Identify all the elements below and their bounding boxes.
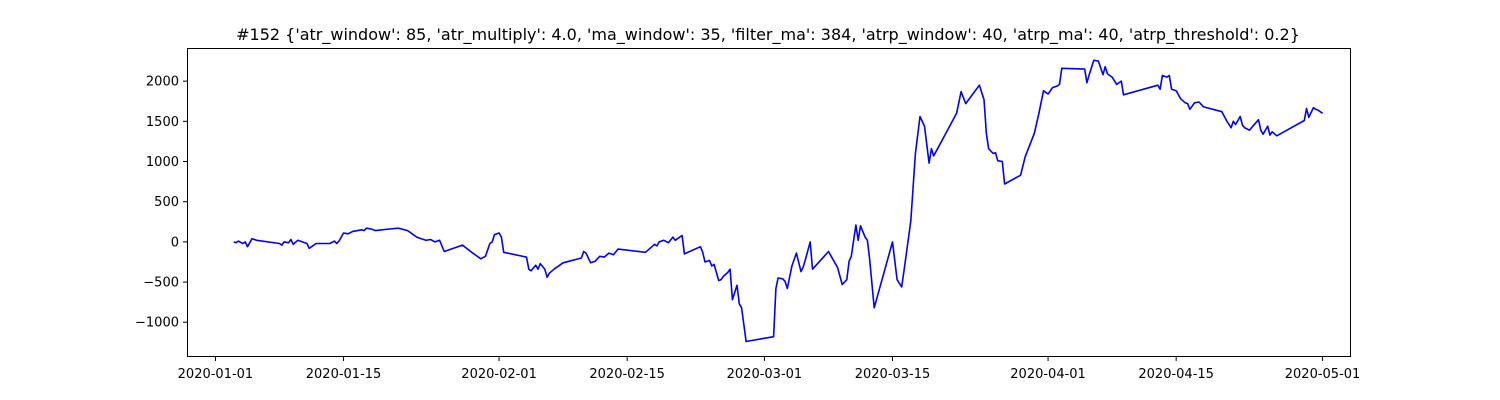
- plot-area-frame: [187, 48, 1351, 357]
- x-tick-label: 2020-04-15: [1138, 367, 1214, 382]
- y-tick-label: 1500: [146, 115, 179, 130]
- y-tick-label: 1000: [146, 155, 179, 170]
- x-tick-label: 2020-05-01: [1285, 367, 1361, 382]
- y-tick-label: 0: [171, 235, 179, 250]
- y-tick-label: −1000: [135, 316, 179, 331]
- chart-title: #152 {'atr_window': 85, 'atr_multiply': …: [236, 25, 1300, 45]
- x-tick-label: 2020-01-15: [306, 367, 382, 382]
- series-line-1: [233, 59, 1324, 343]
- y-axis: −1000 −500 0 500 1000 1500 2000: [135, 75, 188, 331]
- x-tick-label: 2020-04-01: [1010, 367, 1086, 382]
- y-tick-label: 2000: [146, 75, 179, 90]
- x-tick-label: 2020-01-01: [178, 367, 254, 382]
- x-axis: 2020-01-01 2020-01-15 2020-02-01 2020-02-15…: [178, 356, 1361, 382]
- y-tick-label: −500: [143, 276, 179, 291]
- x-tick-label: 2020-03-15: [855, 367, 931, 382]
- x-tick-label: 2020-03-01: [727, 367, 803, 382]
- x-tick-label: 2020-02-15: [589, 367, 665, 382]
- y-tick-label: 500: [154, 195, 179, 210]
- x-tick-label: 2020-02-01: [461, 367, 537, 382]
